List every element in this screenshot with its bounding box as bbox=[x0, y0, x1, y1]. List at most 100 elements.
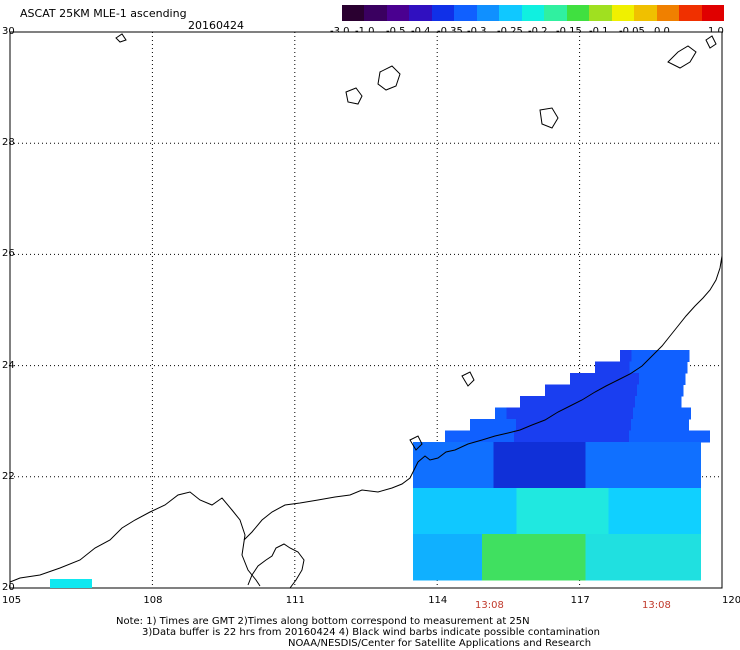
swath-cell bbox=[577, 396, 590, 408]
swath-cell bbox=[606, 361, 619, 374]
note-line-3: NOAA/NESDIS/Center for Satellite Applica… bbox=[288, 638, 592, 649]
swath-cell bbox=[643, 350, 655, 362]
swath-cell bbox=[493, 499, 506, 512]
swath-cell bbox=[597, 534, 609, 546]
swath-cell bbox=[424, 488, 437, 500]
product-date: 20160424 bbox=[188, 19, 244, 32]
color-scale-cell bbox=[364, 5, 388, 21]
swath-cell bbox=[495, 407, 507, 420]
swath-cell bbox=[562, 453, 575, 466]
color-scale-cell bbox=[589, 5, 613, 21]
color-scale-cell bbox=[521, 5, 545, 21]
swath-cell bbox=[618, 361, 630, 374]
swath-cell bbox=[562, 476, 575, 489]
swath-cell bbox=[671, 384, 684, 397]
swath-cell bbox=[447, 545, 460, 558]
swath-cell bbox=[654, 499, 667, 512]
swath-cell bbox=[436, 476, 448, 489]
swath-cell bbox=[551, 534, 563, 546]
swath-cell bbox=[493, 511, 506, 523]
swath-cell bbox=[481, 419, 494, 431]
swath-cell bbox=[673, 373, 686, 385]
swath-cell bbox=[424, 557, 437, 569]
swath-cell bbox=[620, 476, 632, 489]
swath-cell bbox=[656, 407, 668, 420]
swath-cell bbox=[516, 534, 529, 546]
swath-cell bbox=[505, 557, 517, 569]
swath-cell bbox=[585, 511, 598, 523]
swath-cell bbox=[666, 488, 678, 500]
swath-cell bbox=[574, 522, 586, 535]
swath-cell bbox=[447, 557, 460, 569]
swath-cell bbox=[493, 453, 506, 466]
swath-cell bbox=[677, 419, 689, 431]
swath-cell bbox=[689, 488, 701, 500]
swath-cell bbox=[608, 511, 621, 523]
swath-cell bbox=[677, 488, 690, 500]
swath-cell bbox=[562, 419, 574, 431]
swath-cell bbox=[608, 522, 621, 535]
swath-cell bbox=[585, 419, 597, 431]
swath-cell bbox=[620, 350, 632, 362]
swath-cell bbox=[548, 430, 561, 443]
swath-cell bbox=[677, 511, 690, 523]
swath-cell bbox=[562, 488, 575, 500]
swath-cell bbox=[424, 511, 437, 523]
swath-cell bbox=[652, 361, 665, 374]
swath-cell bbox=[689, 534, 701, 546]
swath-cell bbox=[447, 511, 460, 523]
swath-cell bbox=[562, 499, 575, 512]
pass-time-label: 13:08 bbox=[642, 600, 671, 611]
swath-cell bbox=[640, 430, 653, 443]
swath-cell bbox=[470, 568, 483, 581]
swath-cell bbox=[459, 534, 471, 546]
swath-cell bbox=[551, 499, 563, 512]
swath-cell bbox=[650, 373, 663, 385]
swath-cell bbox=[539, 476, 552, 489]
swath-cell bbox=[470, 476, 483, 489]
swath-cell bbox=[482, 453, 494, 466]
swath-cell bbox=[677, 568, 690, 581]
swath-cell bbox=[504, 419, 517, 431]
swath-cell bbox=[529, 407, 542, 420]
swath-cell bbox=[654, 488, 667, 500]
swath-cell bbox=[539, 534, 552, 546]
swath-cell bbox=[505, 568, 517, 581]
swath-cell bbox=[631, 522, 644, 535]
swath-cell bbox=[597, 453, 609, 466]
swath-cell bbox=[424, 568, 437, 581]
swath-cell bbox=[574, 488, 586, 500]
swath-cell bbox=[654, 350, 667, 362]
swath-cell bbox=[550, 419, 563, 431]
coastline bbox=[9, 33, 723, 589]
scatterometer-swath bbox=[50, 350, 710, 588]
swath-cell bbox=[631, 557, 644, 569]
color-scale-cell bbox=[611, 5, 635, 21]
swath-cell bbox=[666, 465, 678, 477]
swath-cell bbox=[654, 534, 667, 546]
swath-cell bbox=[642, 419, 655, 431]
swath-cell bbox=[413, 522, 425, 535]
swath-cell bbox=[643, 568, 655, 581]
swath-cell bbox=[666, 476, 678, 489]
swath-cell bbox=[447, 499, 460, 512]
swath-cell bbox=[528, 557, 540, 569]
swath-cell bbox=[413, 465, 425, 477]
swath-cell bbox=[470, 442, 483, 454]
swath-cell bbox=[654, 557, 667, 569]
swath-cell bbox=[424, 545, 437, 558]
swath-cell bbox=[493, 568, 506, 581]
swath-cell bbox=[447, 442, 460, 454]
swath-cell bbox=[516, 568, 529, 581]
swath-cell bbox=[574, 499, 586, 512]
swath-cell bbox=[597, 545, 609, 558]
swath-cell bbox=[654, 545, 667, 558]
swath-cell bbox=[459, 511, 471, 523]
swath-cell bbox=[505, 522, 517, 535]
swath-cell bbox=[491, 430, 503, 443]
swath-cell bbox=[531, 396, 544, 408]
swath-cell bbox=[551, 476, 563, 489]
swath-cell bbox=[675, 430, 687, 443]
swath-cell bbox=[574, 511, 586, 523]
swath-cell bbox=[652, 430, 664, 443]
